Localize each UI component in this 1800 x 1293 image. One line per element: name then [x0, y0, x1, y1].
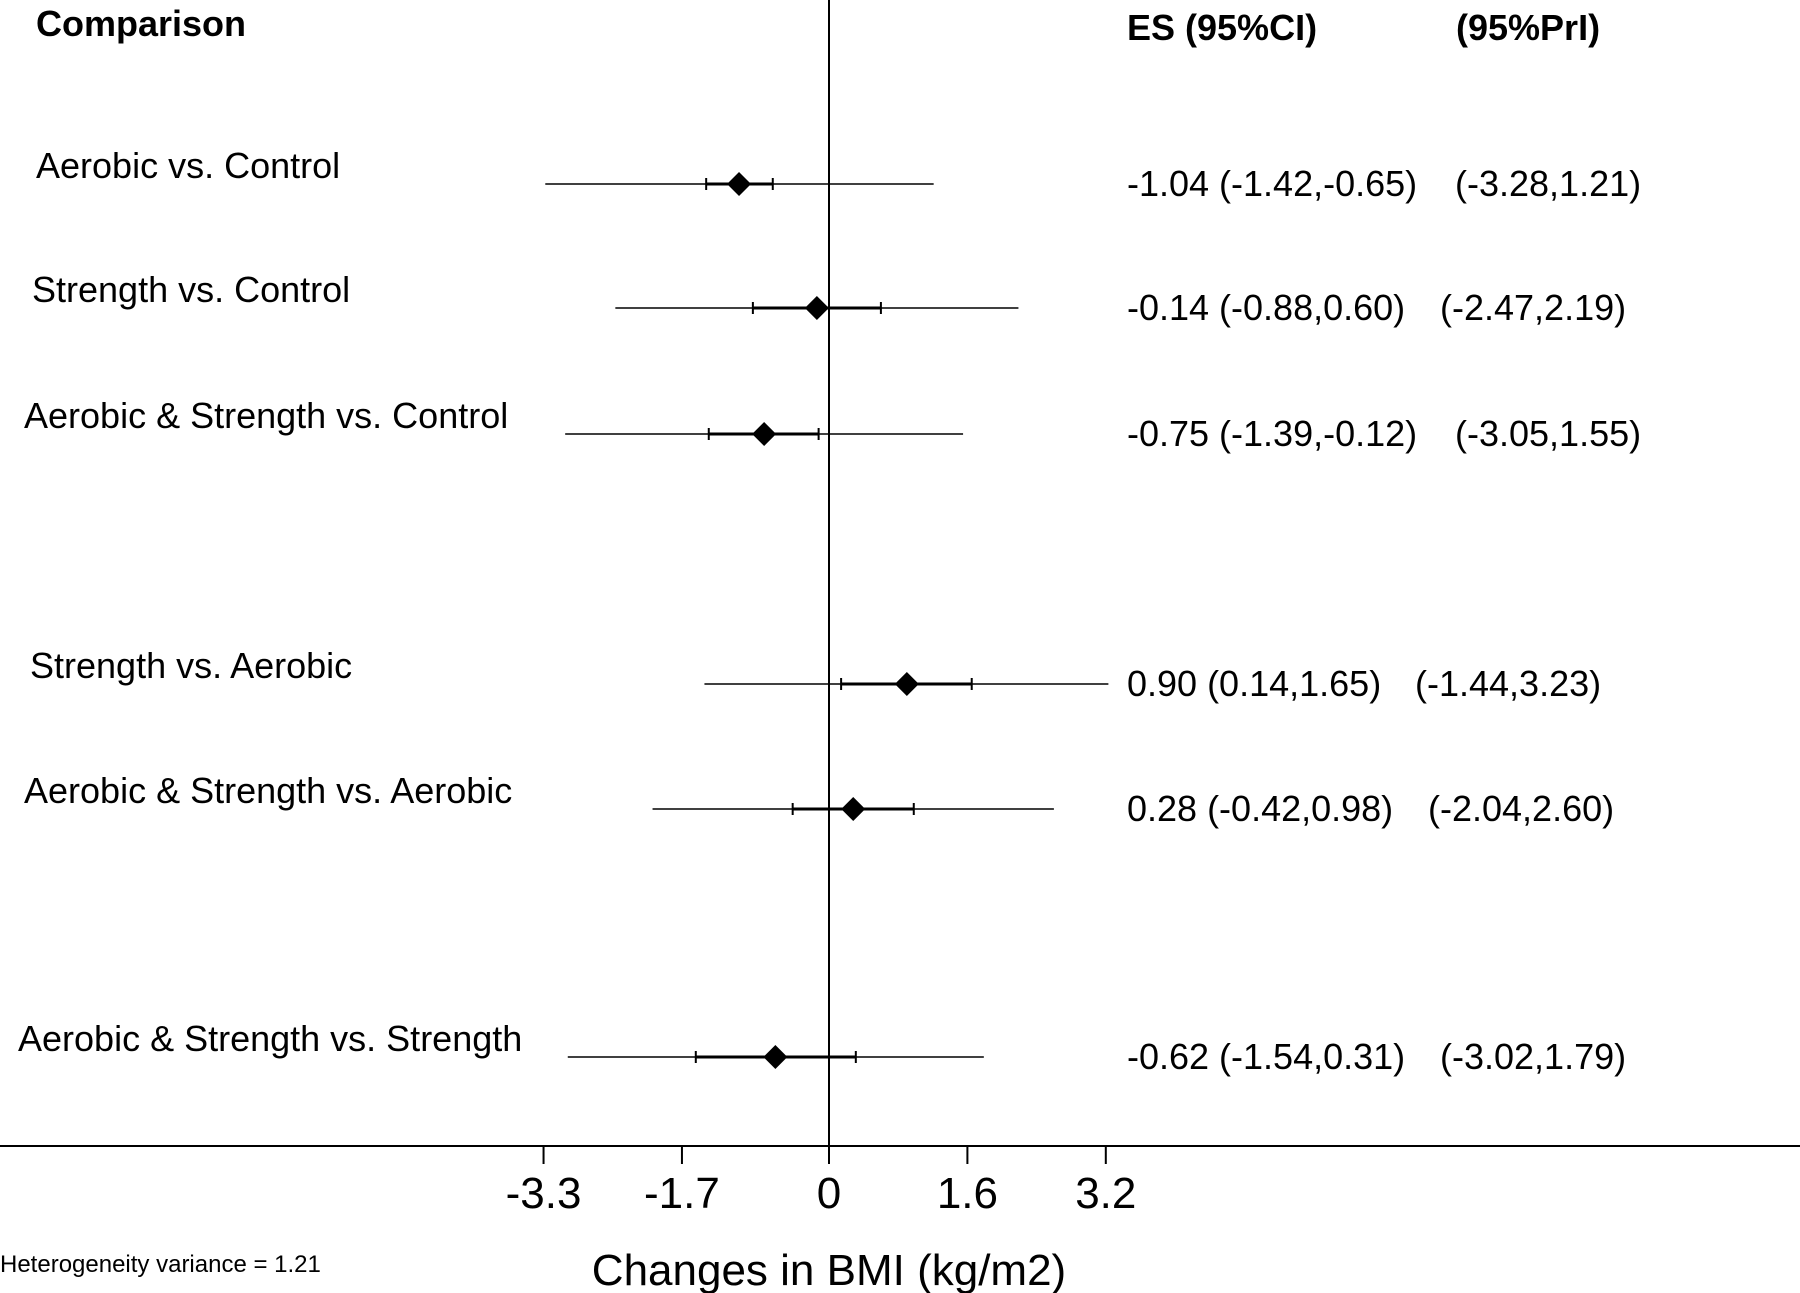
es-ci-text: -0.75 (-1.39,-0.12): [1127, 413, 1417, 454]
row-label: Strength vs. Aerobic: [30, 645, 352, 686]
forest-row: Aerobic & Strength vs. Control -0.75 (-1.…: [24, 395, 1641, 454]
forest-row: Aerobic & Strength vs. Strength -0.62 (-1…: [18, 1018, 1626, 1077]
x-axis-title: Changes in BMI (kg/m2): [592, 1246, 1066, 1293]
pri-text: (-3.02,1.79): [1440, 1036, 1626, 1077]
pri-text: (-3.05,1.55): [1455, 413, 1641, 454]
row-label: Aerobic & Strength vs. Aerobic: [24, 770, 512, 811]
heterogeneity-note: Heterogeneity variance = 1.21: [0, 1251, 321, 1278]
header-es-ci: ES (95%CI): [1127, 7, 1317, 48]
forest-row: Strength vs. Control -0.14 (-0.88,0.60) (-…: [32, 269, 1626, 328]
effect-size-marker: [763, 1045, 788, 1069]
pri-text: (-2.47,2.19): [1440, 287, 1626, 328]
forest-row: Strength vs. Aerobic 0.90 (0.14,1.65) (-1.…: [30, 645, 1601, 704]
x-tick-label: -1.7: [644, 1169, 720, 1218]
pri-text: (-3.28,1.21): [1455, 163, 1641, 204]
es-ci-text: 0.28 (-0.42,0.98): [1127, 788, 1393, 829]
x-tick-label: 1.6: [937, 1169, 998, 1218]
forest-row: Aerobic & Strength vs. Aerobic 0.28 (-0.4…: [24, 770, 1614, 829]
row-label: Aerobic & Strength vs. Control: [24, 395, 508, 436]
effect-size-marker: [727, 172, 752, 196]
row-label: Strength vs. Control: [32, 269, 350, 310]
x-tick-label: 3.2: [1075, 1169, 1136, 1218]
es-ci-text: 0.90 (0.14,1.65): [1127, 663, 1381, 704]
row-label: Aerobic vs. Control: [36, 145, 340, 186]
effect-size-marker: [752, 422, 777, 446]
pri-text: (-2.04,2.60): [1428, 788, 1614, 829]
effect-size-marker: [804, 296, 829, 320]
effect-size-marker: [894, 672, 919, 696]
header-pri: (95%PrI): [1456, 7, 1600, 48]
es-ci-text: -1.04 (-1.42,-0.65): [1127, 163, 1417, 204]
es-ci-text: -0.14 (-0.88,0.60): [1127, 287, 1405, 328]
header-comparison: Comparison: [36, 3, 246, 44]
pri-text: (-1.44,3.23): [1415, 663, 1601, 704]
row-label: Aerobic & Strength vs. Strength: [18, 1018, 522, 1059]
es-ci-text: -0.62 (-1.54,0.31): [1127, 1036, 1405, 1077]
effect-size-marker: [841, 797, 866, 821]
forest-row: Aerobic vs. Control -1.04 (-1.42,-0.65) (-…: [36, 145, 1641, 204]
x-tick-label: 0: [817, 1169, 841, 1218]
x-tick-label: -3.3: [506, 1169, 582, 1218]
